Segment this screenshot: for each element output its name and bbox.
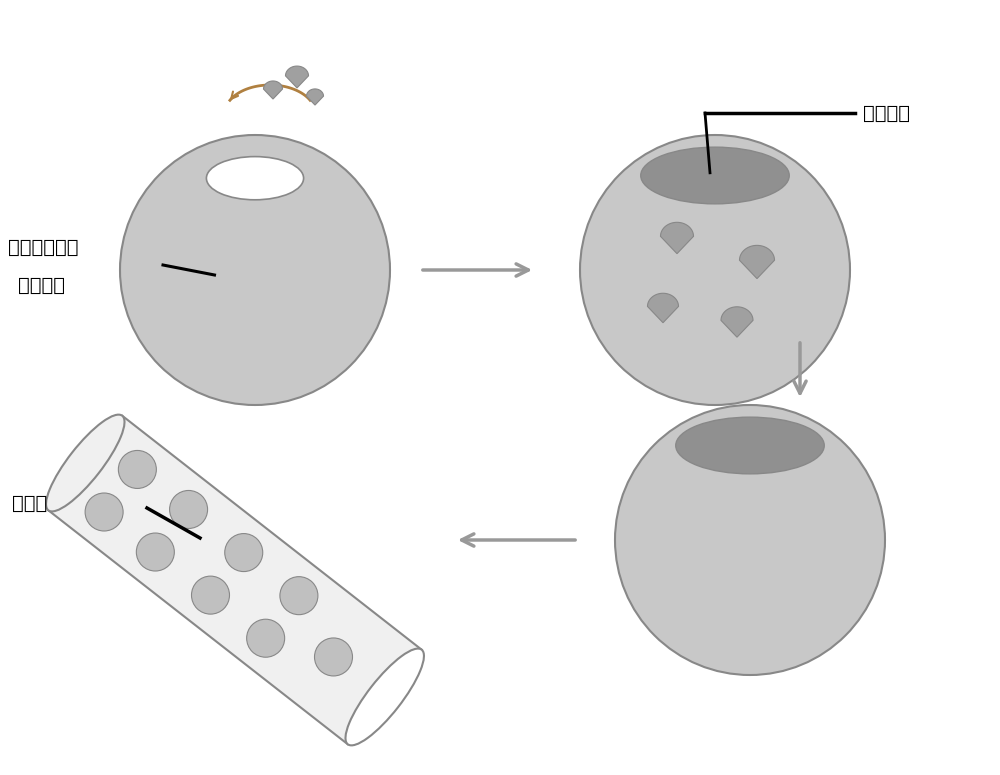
Polygon shape (648, 293, 679, 322)
Ellipse shape (170, 491, 208, 529)
Text: 聚合物: 聚合物 (12, 494, 47, 512)
Ellipse shape (118, 450, 156, 488)
Text: 石墨烯远红外: 石墨烯远红外 (8, 237, 78, 257)
Ellipse shape (85, 493, 123, 531)
Polygon shape (721, 307, 753, 337)
Ellipse shape (120, 135, 390, 405)
Ellipse shape (46, 415, 125, 512)
Polygon shape (286, 66, 308, 88)
Ellipse shape (580, 135, 850, 405)
Text: 相变材料: 相变材料 (863, 104, 910, 122)
Ellipse shape (641, 147, 789, 204)
Ellipse shape (345, 649, 424, 746)
Polygon shape (740, 246, 774, 279)
Polygon shape (306, 89, 324, 105)
Polygon shape (660, 222, 694, 253)
Ellipse shape (315, 638, 353, 676)
Ellipse shape (280, 577, 318, 615)
Polygon shape (264, 81, 283, 99)
Ellipse shape (136, 533, 174, 571)
Ellipse shape (225, 533, 263, 572)
Ellipse shape (206, 157, 304, 200)
Ellipse shape (247, 619, 285, 657)
Ellipse shape (615, 405, 885, 675)
Polygon shape (48, 415, 422, 744)
Text: 空心微球: 空心微球 (18, 275, 65, 294)
Ellipse shape (676, 417, 824, 474)
Ellipse shape (191, 576, 229, 614)
